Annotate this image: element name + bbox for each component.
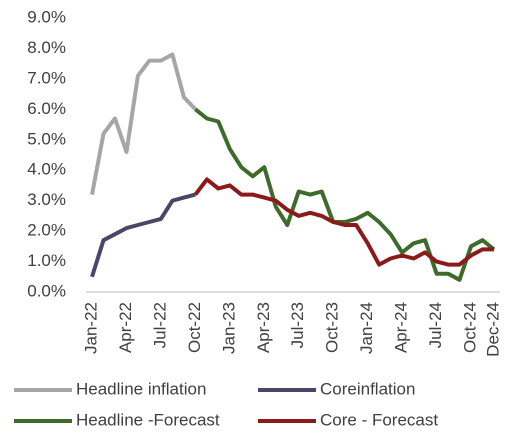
x-tick-label: Apr-23 — [254, 302, 273, 353]
y-tick-label: 8.0% — [27, 38, 66, 57]
y-tick-label: 9.0% — [27, 7, 66, 26]
y-tick-label: 6.0% — [27, 99, 66, 118]
x-tick-label: Jul-23 — [288, 302, 307, 348]
y-tick-label: 5.0% — [27, 129, 66, 148]
x-tick-label: Apr-22 — [116, 302, 135, 353]
x-tick-label: Jul-22 — [150, 302, 169, 348]
series-line — [193, 177, 494, 267]
x-tick-label: Oct-24 — [461, 302, 480, 353]
x-tick-label: Oct-23 — [323, 302, 342, 353]
y-tick-label: 7.0% — [27, 68, 66, 87]
legend-label: Coreinflation — [320, 379, 415, 398]
legend-label: Core - Forecast — [320, 410, 438, 429]
x-tick-label: Dec-24 — [483, 302, 502, 357]
y-tick-label: 4.0% — [27, 160, 66, 179]
y-tick-label: 1.0% — [27, 251, 66, 270]
y-tick-label: 2.0% — [27, 221, 66, 240]
x-tick-label: Jan-23 — [219, 302, 238, 354]
series-line — [194, 107, 496, 282]
legend-label: Headline inflation — [76, 379, 206, 398]
x-tick-label: Jan-22 — [81, 302, 100, 354]
x-tick-label: Oct-22 — [185, 302, 204, 353]
x-tick-label: Apr-24 — [392, 302, 411, 353]
legend-label: Headline -Forecast — [76, 410, 220, 429]
x-tick-label: Jul-24 — [426, 302, 445, 348]
series-line — [90, 192, 196, 278]
y-tick-label: 0.0% — [27, 281, 66, 300]
series-line — [90, 52, 197, 195]
x-tick-label: Jan-24 — [357, 302, 376, 354]
y-tick-label: 3.0% — [27, 190, 66, 209]
